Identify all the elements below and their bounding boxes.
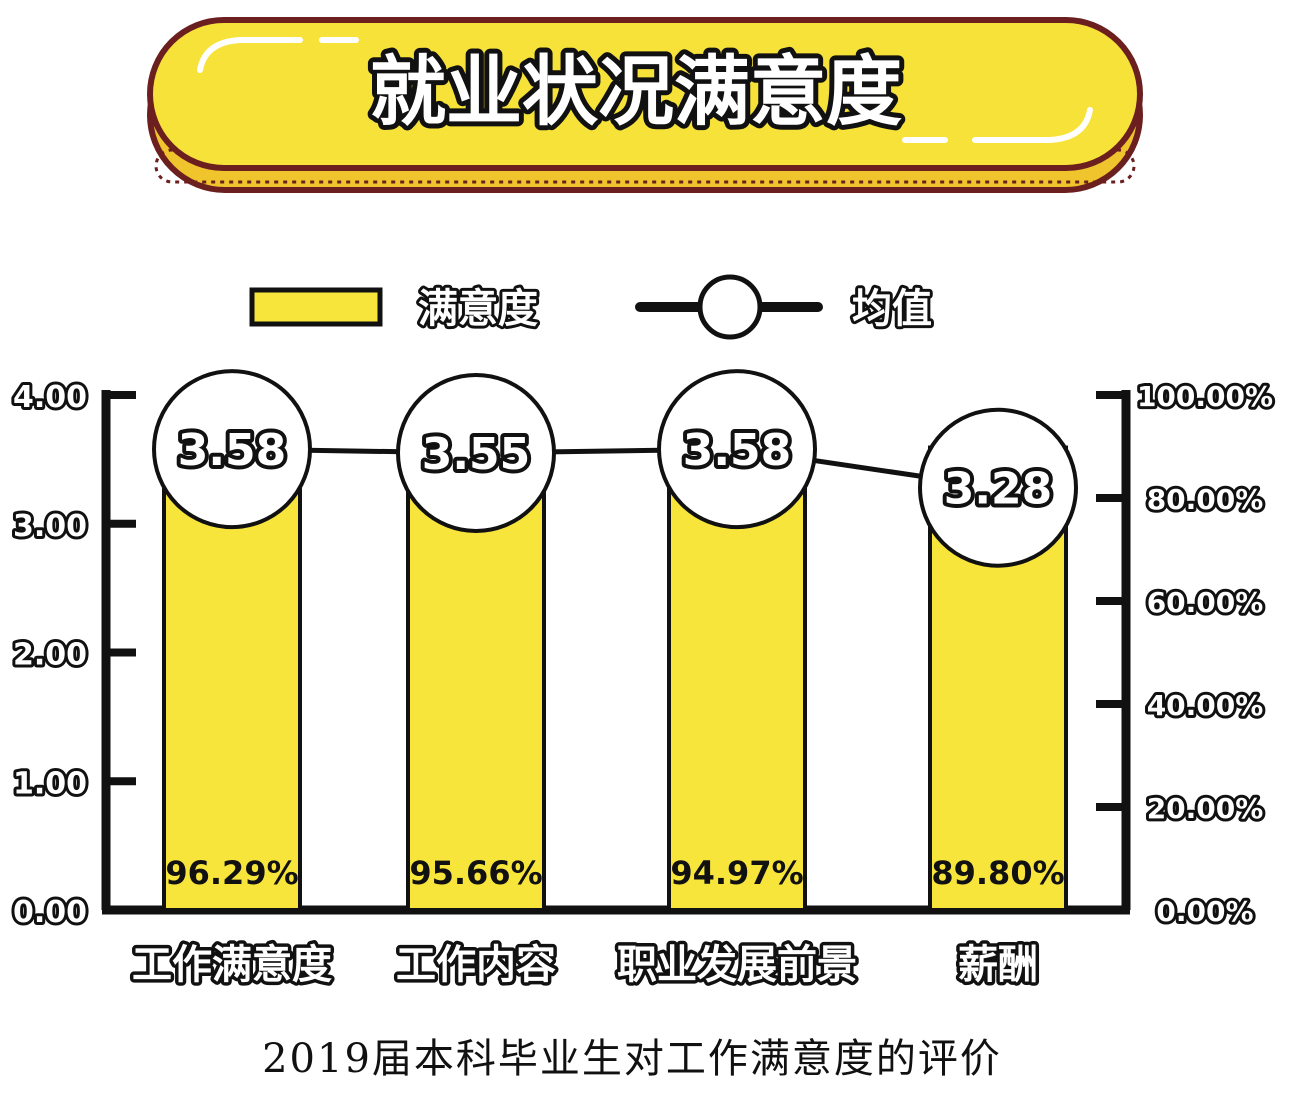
mean-markers: 3.58 3.55 3.58 3.28: [152, 369, 1078, 568]
category-label-4: 薪酬: [958, 942, 1038, 988]
legend-line-label: 均值: [852, 286, 932, 332]
mean-marker-3: [657, 369, 817, 530]
mean-value-label-3: 3.58: [683, 425, 792, 476]
mean-marker-4: [918, 407, 1078, 568]
left-tick-label-2: 2.00: [13, 638, 87, 673]
legend: 满意度 均值: [249, 274, 935, 340]
category-label-2: 工作内容: [396, 942, 556, 988]
legend-bar-label: 满意度: [418, 286, 538, 332]
banner-ridge: [154, 148, 1136, 184]
legend-bar-swatch: [249, 287, 383, 327]
mean-marker-1: [152, 369, 312, 530]
bar-value-label-1: 96.29%: [165, 854, 298, 892]
labels: 96.29% 95.66% 94.97% 89.80% 工作满意度 工作内容 职业发展前景 薪…: [129, 854, 1065, 992]
right-tick-label-4: 80.00%: [1147, 483, 1264, 516]
right-tick-label-0: 0.00%: [1156, 895, 1253, 928]
mean-value-label-2: 3.55: [422, 429, 531, 480]
page-title: 就业状况满意度: [370, 47, 902, 136]
bar-value-label-2: 95.66%: [409, 854, 542, 892]
category-label-3: 职业发展前景: [617, 942, 857, 988]
left-tick-label-1: 1.00: [13, 766, 87, 801]
mean-line: [231, 446, 999, 491]
left-tick-label-4: 4.00: [13, 380, 87, 415]
left-tick-label-0: 0.00: [13, 895, 87, 930]
right-tick-label-3: 60.00%: [1147, 586, 1264, 619]
mean-value-label-1: 3.58: [178, 425, 287, 476]
right-tick-label-5: 100.00%: [1137, 380, 1273, 413]
category-label-1: 工作满意度: [132, 942, 332, 988]
banner-highlight: [197, 37, 303, 73]
banner-face: [147, 17, 1143, 171]
chart-caption: 2019届本科毕业生对工作满意度的评价: [262, 1036, 1002, 1082]
right-tick-label-2: 40.00%: [1147, 689, 1264, 722]
left-tick-label-3: 3.00: [13, 509, 87, 544]
banner-highlight-right: [972, 107, 1093, 143]
mean-marker-2: [396, 372, 556, 533]
right-tick-label-1: 20.00%: [1147, 792, 1264, 825]
legend-line-marker: [697, 274, 763, 340]
title-banner: 就业状况满意度: [147, 17, 1143, 193]
mean-series-line: [231, 446, 999, 491]
mean-value-label-4: 3.28: [944, 464, 1053, 515]
bar-value-label-4: 89.80%: [931, 854, 1064, 892]
bar-value-label-3: 94.97%: [670, 854, 803, 892]
